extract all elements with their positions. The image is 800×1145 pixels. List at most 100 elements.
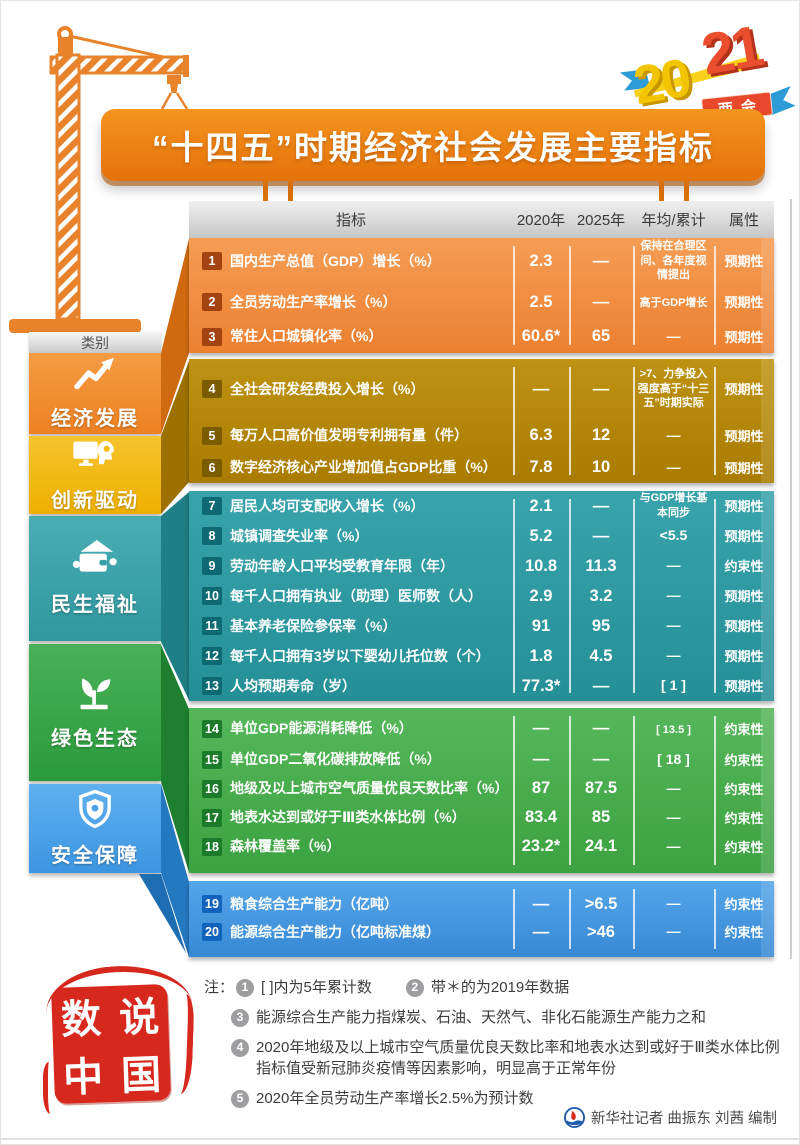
column-separator xyxy=(714,889,716,949)
group-rows: 19 粮食综合生产能力（亿吨） — >6.5 — 约束性 20 能源综合生产能力（亿吨标准煤）… xyxy=(189,881,774,957)
attribute-cell: 约束性 xyxy=(714,837,774,857)
table-group: 7 居民人均可支配收入增长（%） 2.1— 与GDP增长基本同步 预期性 8 城镇调查失业率… xyxy=(189,491,774,701)
banner-post xyxy=(659,181,664,203)
indicator-cell: 7 居民人均可支配收入增长（%） xyxy=(189,497,513,515)
table-row: 14 单位GDP能源消耗降低（%） — — [ 13.5 ] 约束性 xyxy=(189,712,774,745)
indicator-cell: 10 每千人口拥有执业（助理）医师数（人） xyxy=(189,587,513,605)
indicator-cell: 2 全员劳动生产率增长（%） xyxy=(189,293,513,311)
table-group: 19 粮食综合生产能力（亿吨） — >6.5 — 约束性 20 能源综合生产能力（亿吨标准煤）… xyxy=(189,881,774,957)
annual-cumulative-cell: — xyxy=(633,895,714,913)
attribute-cell: 预期性 xyxy=(714,526,774,546)
sidebar-category-4: 安全保障 xyxy=(29,784,161,873)
value-2025: — xyxy=(592,496,610,515)
banner-post xyxy=(288,181,293,203)
table-row: 8 城镇调查失业率（%） 5.2 — <5.5 预期性 xyxy=(189,521,774,551)
annual-cumulative-value: — xyxy=(666,557,681,573)
indicator-cell: 20 能源综合生产能力（亿吨标准煤） xyxy=(189,923,513,941)
indicator-cell: 11 基本养老保险参保率（%） xyxy=(189,617,513,635)
row-number-badge: 14 xyxy=(202,719,222,738)
group-rows: 1 国内生产总值（GDP）增长（%） 2.3— 保持在合理区间、各年度视情提出 预期性 2… xyxy=(189,238,774,353)
attribute-value: 预期性 xyxy=(724,329,764,345)
value-2020-cell: — xyxy=(513,923,569,942)
value-2020: 77.3* xyxy=(521,676,561,695)
value-2020: 2.9 xyxy=(529,586,553,605)
badge-digits-21: 21 xyxy=(696,13,766,88)
annual-cumulative-cell: — xyxy=(633,838,714,856)
annual-cumulative-cell: — xyxy=(633,780,714,798)
annual-cumulative-value: 保持在合理区间、各年度视情提出 xyxy=(640,240,707,281)
page-title: “十四五”时期经济社会发展主要指标 xyxy=(152,129,714,166)
annual-cumulative-value: <5.5 xyxy=(659,527,688,543)
annual-cumulative-cell: <5.5 xyxy=(633,527,714,545)
table-header-row: 指标 2020年 2025年 年均/累计 属性 xyxy=(189,201,774,238)
footnote-item: 5 2020年全员劳动生产率增长2.5%为预计数 xyxy=(231,1088,534,1110)
credit-line: 新华社记者 曲振东 刘茜 编制 xyxy=(563,1107,777,1128)
indicator-label: 每千人口拥有执业（助理）医师数（人） xyxy=(230,587,482,604)
frame-line-right xyxy=(790,199,792,959)
table-group: 1 国内生产总值（GDP）增长（%） 2.3— 保持在合理区间、各年度视情提出 预期性 2… xyxy=(189,238,774,353)
attribute-cell: 预期性 xyxy=(714,616,774,636)
indicator-label: 每万人口高价值发明专利拥有量（件） xyxy=(230,427,468,444)
group-rows: 7 居民人均可支配收入增长（%） 2.1— 与GDP增长基本同步 预期性 8 城镇调查失业率… xyxy=(189,491,774,701)
value-2025: — xyxy=(592,292,610,311)
value-2020-cell: 2.5 xyxy=(513,293,569,312)
value-2025-cell: — xyxy=(569,252,633,271)
annual-cumulative-value: — xyxy=(666,617,681,633)
annual-cumulative-cell: 保持在合理区间、各年度视情提出 xyxy=(633,239,714,283)
column-separator xyxy=(569,367,571,475)
table-row: 13 人均预期寿命（岁） 77.3* — [ 1 ] 预期性 xyxy=(189,671,774,701)
indicator-cell: 14 单位GDP能源消耗降低（%） xyxy=(189,719,513,738)
value-2020-cell: 87 xyxy=(513,779,569,798)
sidebar-category-label: 经济发展 xyxy=(51,408,139,430)
innovation-icon xyxy=(72,438,118,479)
table-row: 2 全员劳动生产率增长（%） 2.5 — 高于GDP增长 预期性 xyxy=(189,284,774,320)
value-2020: — xyxy=(532,894,550,913)
value-2020-cell: 10.8 xyxy=(513,557,569,576)
value-2025-cell: >46 xyxy=(569,923,633,942)
value-2020: 1.8 xyxy=(529,646,553,665)
table-row: 11 基本养老保险参保率（%） 91 95 — 预期性 xyxy=(189,611,774,641)
seal-char: 国 xyxy=(120,1052,162,1099)
value-2025: 24.1 xyxy=(584,837,618,855)
annual-cumulative-value: [ 18 ] xyxy=(657,750,690,767)
value-2025-cell: 11.3 xyxy=(569,557,633,576)
annual-cumulative-cell: [ 18 ] xyxy=(633,751,714,769)
column-header-annual: 年均/累计 xyxy=(641,212,706,229)
value-2020: 10.8 xyxy=(524,556,558,575)
attribute-value: 约束性 xyxy=(724,897,764,912)
value-2020-cell: — xyxy=(513,895,569,914)
sidebar-category-1: 创新驱动 xyxy=(29,436,161,514)
attribute-value: 约束性 xyxy=(724,810,764,826)
seal-char: 中 xyxy=(62,1054,104,1101)
value-2025-cell: — xyxy=(569,380,633,399)
footnote-line: 5 2020年全员劳动生产率增长2.5%为预计数 xyxy=(231,1088,782,1110)
annual-cumulative-value: — xyxy=(666,458,681,475)
value-2025: — xyxy=(592,379,610,398)
annual-cumulative-cell: 高于GDP增长 xyxy=(633,293,714,311)
table-row: 4 全社会研发经费投入增长（%） — — >7、力争投入强度高于“十三五”时期实际 预期性 xyxy=(189,359,774,419)
attribute-cell: 预期性 xyxy=(714,676,774,696)
value-2020-cell: 2.9 xyxy=(513,587,569,606)
attribute-value: 约束性 xyxy=(724,781,764,797)
value-2025-cell: 85 xyxy=(569,808,633,827)
value-2020: 87 xyxy=(531,779,551,797)
annual-cumulative-value: — xyxy=(666,808,681,825)
value-2025: 12 xyxy=(591,426,611,444)
value-2025-cell: 65 xyxy=(569,327,633,346)
column-separator xyxy=(633,246,635,345)
seal-brush-stroke xyxy=(169,993,195,1095)
footnote-line: 3 能源综合生产能力指煤炭、石油、天然气、非化石能源生产能力之和 xyxy=(231,1007,782,1029)
annual-cumulative-cell: — xyxy=(633,809,714,827)
annual-cumulative-cell: — xyxy=(633,647,714,665)
row-number-badge: 6 xyxy=(202,458,222,477)
attribute-cell: 预期性 xyxy=(714,251,774,271)
footnote-text: 2020年地级及以上城市空气质量优良天数比率和地表水达到或好于Ⅲ类水体比例指标值… xyxy=(256,1038,780,1078)
table-row: 10 每千人口拥有执业（助理）医师数（人） 2.9 3.2 — 预期性 xyxy=(189,581,774,611)
credit-text: 新华社记者 曲振东 刘茜 编制 xyxy=(590,1111,777,1127)
annual-cumulative-value: — xyxy=(666,837,681,854)
table-row: 1 国内生产总值（GDP）增长（%） 2.3 — 保持在合理区间、各年度视情提出 预期性 xyxy=(189,238,774,284)
row-number-badge: 19 xyxy=(202,895,222,913)
value-2020-cell: 1.8 xyxy=(513,647,569,666)
seal-brush-stroke xyxy=(43,1062,58,1114)
eco-icon xyxy=(73,674,117,717)
